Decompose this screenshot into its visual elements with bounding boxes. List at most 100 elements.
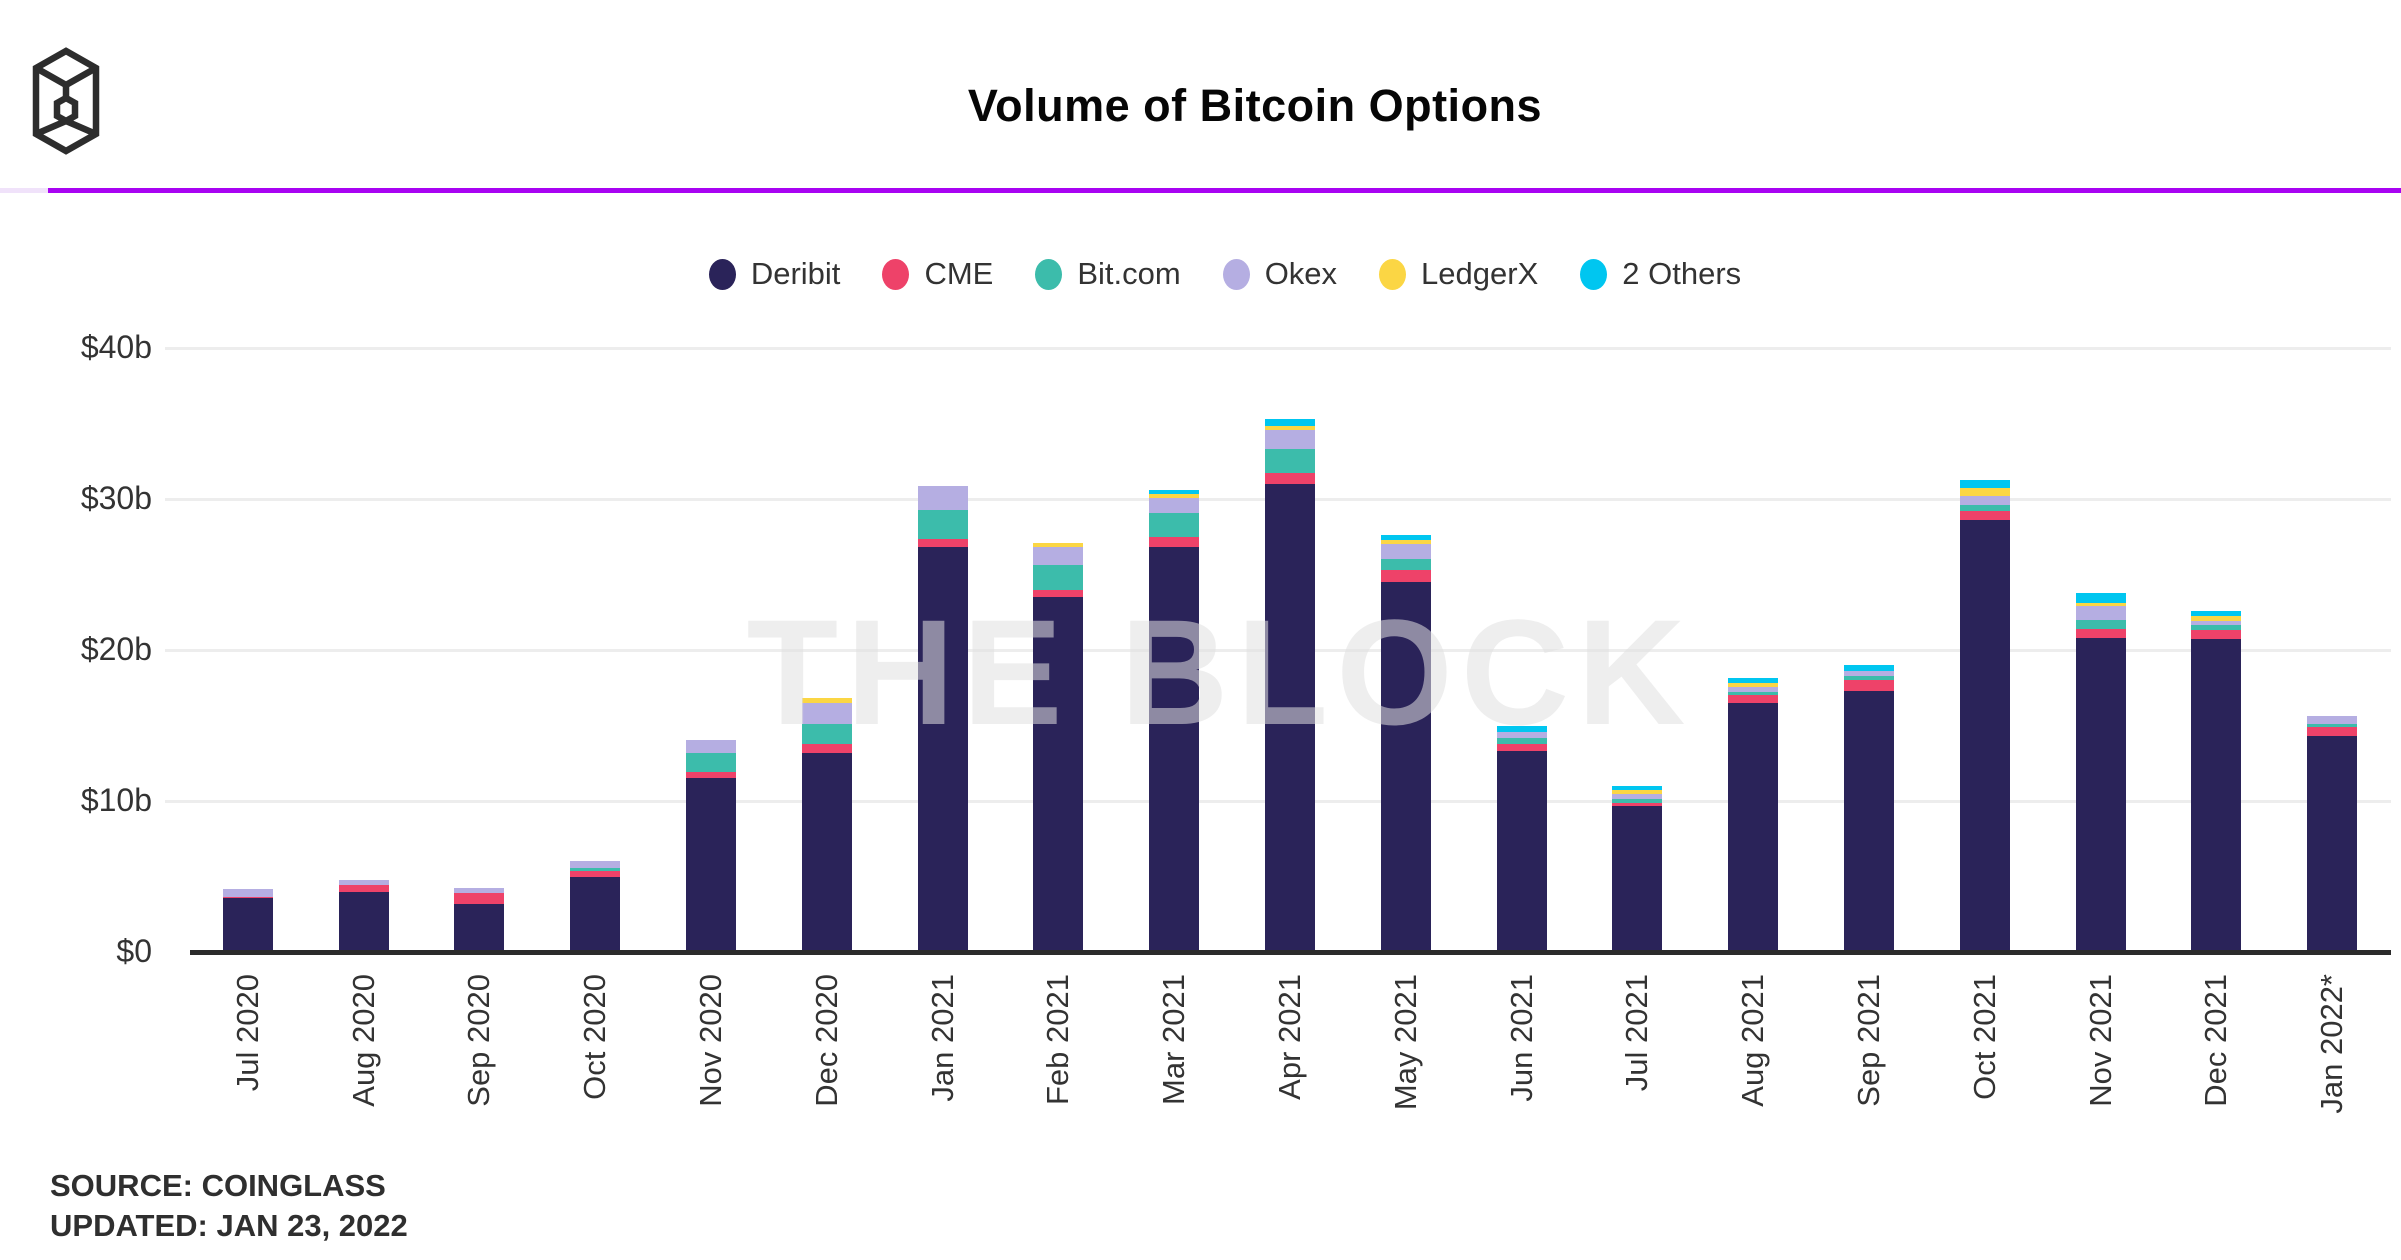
footer: SOURCE: COINGLASS UPDATED: JAN 23, 2022 xyxy=(50,1166,408,1246)
x-axis-label: Jan 2021 xyxy=(924,974,960,1102)
bar-segment-ledgerx xyxy=(1265,426,1316,431)
bar-segment-cme xyxy=(1612,802,1663,806)
bar-segment-ledgerx xyxy=(2075,602,2126,607)
bar-segment-2-others xyxy=(1728,678,1779,683)
bar-segment-bit-com xyxy=(570,868,621,872)
legend: Deribit CME Bit.com Okex LedgerX 2 Others xyxy=(25,252,2401,296)
bar-segment-bit-com xyxy=(1265,449,1316,473)
x-axis-label: Oct 2021 xyxy=(1966,974,2002,1100)
x-axis-label: Nov 2020 xyxy=(693,974,729,1107)
bar-dec-2020 xyxy=(801,698,852,952)
bar-segment-deribit xyxy=(1728,702,1779,952)
bar-segment-2-others xyxy=(1959,480,2010,489)
bar-segment-2-others xyxy=(1612,785,1663,791)
bar-segment-cme xyxy=(1380,569,1431,583)
bar-slot xyxy=(1116,332,1232,952)
bar-segment-okex xyxy=(1149,498,1200,514)
bar-segment-deribit xyxy=(1380,582,1431,952)
bar-segment-deribit xyxy=(686,778,737,952)
bar-segment-ledgerx xyxy=(1959,488,2010,497)
bar-segment-cme xyxy=(686,771,737,779)
bar-segment-deribit xyxy=(2191,639,2242,952)
x-axis-label: Apr 2021 xyxy=(1272,974,1308,1100)
updated-text: UPDATED: JAN 23, 2022 xyxy=(50,1208,408,1243)
bar-segment-ledgerx xyxy=(801,698,852,703)
bar-segment-cme xyxy=(570,871,621,878)
source-text: SOURCE: COINGLASS xyxy=(50,1168,386,1203)
x-label-slot: Aug 2020 xyxy=(306,974,422,1174)
legend-label: Okex xyxy=(1264,256,1338,291)
bar-sep-2020 xyxy=(454,887,505,952)
bar-segment-deribit xyxy=(1612,805,1663,952)
bar-slot xyxy=(190,332,306,952)
bar-segment-bit-com xyxy=(1959,505,2010,512)
bar-segment-cme xyxy=(801,744,852,753)
bar-segment-okex xyxy=(2075,606,2126,620)
x-label-slot: Mar 2021 xyxy=(1116,974,1232,1174)
bar-dec-2021 xyxy=(2191,611,2242,952)
bar-segment-okex xyxy=(222,888,273,897)
bar-segment-2-others xyxy=(1844,665,1895,672)
bar-segment-cme xyxy=(1496,744,1547,752)
bar-segment-okex xyxy=(570,861,621,869)
bar-segment-deribit xyxy=(801,752,852,952)
x-label-slot: Oct 2020 xyxy=(537,974,653,1174)
bar-segment-okex xyxy=(1380,543,1431,559)
legend-dot-icon xyxy=(1580,258,1608,290)
bar-segment-deribit xyxy=(1844,690,1895,952)
bar-segment-deribit xyxy=(570,877,621,952)
bar-segment-okex xyxy=(1033,547,1084,566)
chart-title: Volume of Bitcoin Options xyxy=(967,80,1543,131)
bar-segment-ledgerx xyxy=(2191,615,2242,621)
the-block-logo xyxy=(32,47,100,155)
legend-dot-icon xyxy=(1222,258,1250,290)
bar-segment-deribit xyxy=(338,891,389,952)
y-axis-label: $30b xyxy=(80,480,152,516)
bar-segment-deribit xyxy=(1959,520,2010,952)
bar-segment-cme xyxy=(1959,511,2010,521)
bar-segment-deribit xyxy=(454,903,505,952)
bar-segment-2-others xyxy=(2075,593,2126,603)
bar-segment-okex xyxy=(801,702,852,725)
x-axis-label: Mar 2021 xyxy=(1156,974,1192,1105)
bar-segment-bit-com xyxy=(1728,692,1779,696)
x-labels-row: Jul 2020 Aug 2020 Sep 2020 Oct 2020 Nov 2020… xyxy=(190,974,2390,1174)
bar-segment-okex xyxy=(1265,430,1316,450)
bar-segment-deribit xyxy=(2075,637,2126,952)
x-label-slot: Sep 2021 xyxy=(1811,974,1927,1174)
bar-feb-2021 xyxy=(1033,543,1084,952)
y-axis-label: $20b xyxy=(80,631,152,667)
legend-item-ledgerx: LedgerX xyxy=(1379,256,1538,292)
bar-segment-okex xyxy=(1959,496,2010,506)
bar-segment-ledgerx xyxy=(1728,682,1779,688)
bar-jul-2021 xyxy=(1612,785,1663,952)
x-axis-label: May 2021 xyxy=(1387,974,1423,1111)
bar-may-2021 xyxy=(1380,535,1431,952)
bar-segment-okex xyxy=(454,887,505,894)
bar-segment-deribit xyxy=(1265,483,1316,952)
bar-segment-ledgerx xyxy=(1612,790,1663,794)
bar-jul-2020 xyxy=(222,888,273,952)
x-label-slot: Jul 2021 xyxy=(1580,974,1696,1174)
bar-slot xyxy=(1927,332,2043,952)
x-label-slot: Jun 2021 xyxy=(1464,974,1580,1174)
bars-row xyxy=(190,332,2390,952)
y-axis-labels: $40b $30b $20b $10b $0 xyxy=(0,0,152,1260)
x-axis-label: Feb 2021 xyxy=(1040,974,1076,1105)
bar-segment-bit-com xyxy=(1612,799,1663,803)
bar-segment-cme xyxy=(222,896,273,898)
bar-segment-bit-com xyxy=(1496,738,1547,745)
x-axis-label: Nov 2021 xyxy=(2082,974,2118,1107)
x-label-slot: Aug 2021 xyxy=(1695,974,1811,1174)
bar-slot xyxy=(537,332,653,952)
bar-segment-cme xyxy=(1265,472,1316,484)
x-axis-label: Jan 2022* xyxy=(2314,974,2350,1114)
x-label-slot: Sep 2020 xyxy=(422,974,538,1174)
x-label-slot: Nov 2020 xyxy=(653,974,769,1174)
bar-segment-bit-com xyxy=(1149,513,1200,537)
bar-segment-bit-com xyxy=(801,724,852,745)
bar-slot xyxy=(422,332,538,952)
legend-label: Deribit xyxy=(750,256,841,291)
x-label-slot: Apr 2021 xyxy=(1232,974,1348,1174)
x-axis-label: Jul 2021 xyxy=(1619,974,1655,1092)
